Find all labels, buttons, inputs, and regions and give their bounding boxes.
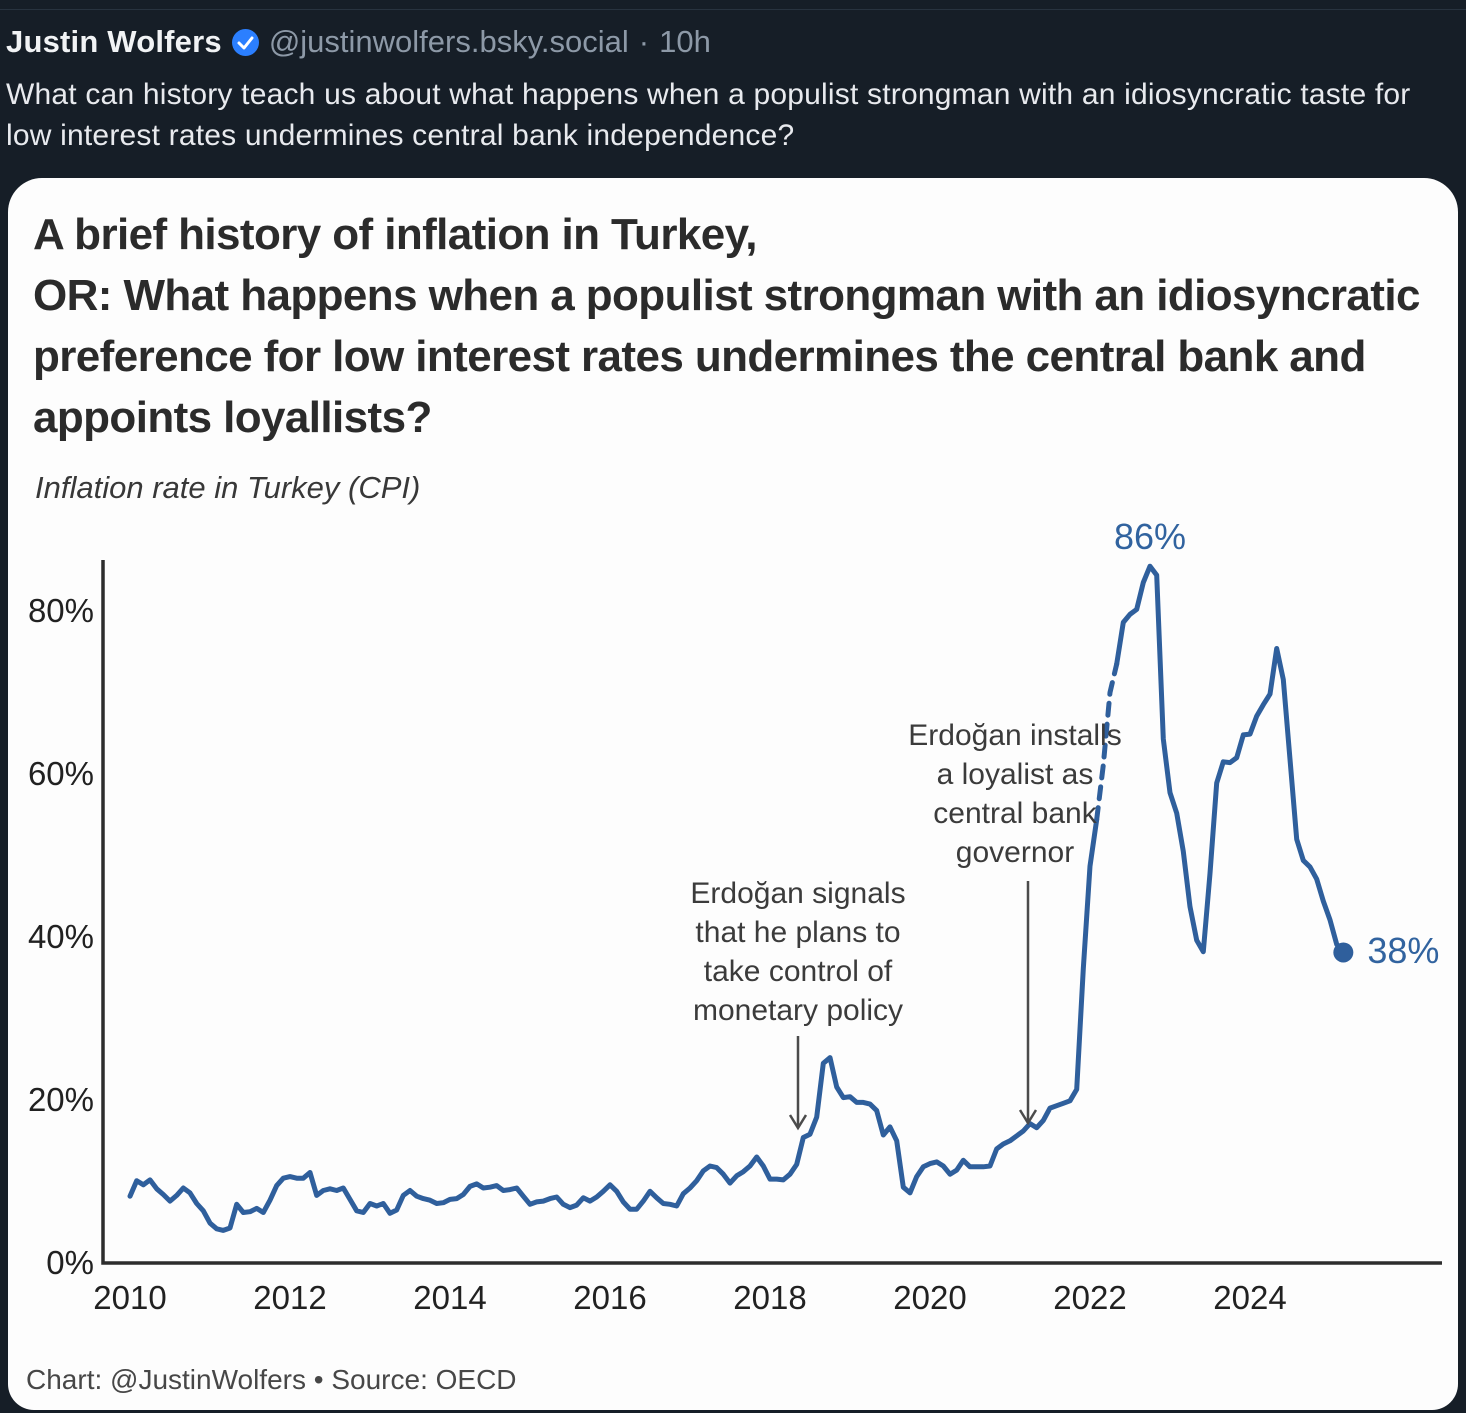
verified-badge-icon — [231, 28, 259, 56]
cpi-line-segment — [127, 817, 1100, 1233]
post-separator-line — [0, 9, 1466, 10]
x-axis-tick-label: 2012 — [253, 1279, 327, 1316]
latest-value-label: 38% — [1367, 930, 1440, 972]
latest-point-dot — [1333, 942, 1354, 963]
post-text: What can history teach us about what hap… — [6, 78, 1411, 152]
y-axis-tick-label: 40% — [27, 918, 94, 955]
x-axis-tick-label: 2010 — [93, 1279, 167, 1316]
x-axis-tick-label: 2016 — [573, 1279, 647, 1316]
chart-axes — [101, 560, 1442, 1265]
x-axis-tick-label: 2018 — [733, 1279, 807, 1316]
x-axis-tick-label: 2022 — [1053, 1279, 1127, 1316]
y-axis-tick-label: 0% — [46, 1244, 94, 1281]
embedded-chart-image[interactable]: A brief history of inflation in Turkey, … — [8, 178, 1458, 1410]
annotation-line: governor — [955, 836, 1075, 869]
chart-subtitle: Inflation rate in Turkey (CPI) — [35, 470, 421, 505]
annotation-line: a loyalist as — [936, 758, 1094, 791]
annotation-arrowhead — [788, 1114, 808, 1131]
x-axis-tick-label: 2024 — [1213, 1279, 1287, 1316]
cpi-line-dashed-segment — [1094, 661, 1120, 823]
post-header: Justin Wolfers @justinwolfers.bsky.socia… — [6, 24, 711, 60]
display-name[interactable]: Justin Wolfers — [6, 24, 222, 59]
y-axis-tick-label: 80% — [27, 592, 94, 629]
handle[interactable]: @justinwolfers.bsky.social — [268, 24, 629, 59]
annotation-line: monetary policy — [692, 994, 904, 1027]
x-axis-tick-label: 2014 — [413, 1279, 487, 1316]
annotation-line: take control of — [703, 955, 893, 988]
timestamp[interactable]: 10h — [659, 24, 711, 59]
annotation-erdogan-signals: Erdoğan signals that he plans to take co… — [676, 874, 920, 1030]
annotation-line: that he plans to — [695, 916, 901, 949]
annotation-line: Erdoğan signals — [690, 877, 906, 910]
chart-title: A brief history of inflation in Turkey, … — [33, 210, 1420, 442]
annotation-line: Erdoğan installs — [908, 719, 1122, 752]
annotation-erdogan-installs: Erdoğan installs a loyalist as central b… — [888, 716, 1142, 872]
y-axis-tick-label: 20% — [27, 1081, 94, 1118]
x-axis-tick-label: 2020 — [893, 1279, 967, 1316]
meta-separator: · — [638, 24, 650, 59]
chart-source-credit: Chart: @JustinWolfers • Source: OECD — [26, 1364, 517, 1395]
annotation-line: central bank — [933, 797, 1097, 830]
peak-value-label: 86% — [1113, 516, 1187, 558]
cpi-line-segment — [1114, 563, 1346, 955]
inflation-line-chart — [101, 560, 1442, 1265]
annotation-arrowhead — [1018, 1109, 1038, 1126]
y-axis-tick-label: 60% — [27, 755, 94, 792]
